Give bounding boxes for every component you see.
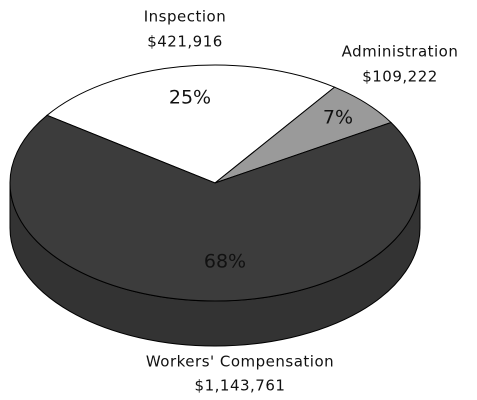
percent-label: 7% <box>323 107 353 129</box>
category-label: Workers' Compensation <box>146 353 334 371</box>
percent-label: 68% <box>204 251 246 273</box>
category-label: Inspection <box>144 8 226 26</box>
percent-label: 25% <box>169 87 211 109</box>
pie-slice <box>9 114 421 302</box>
value-label: $421,916 <box>147 33 223 51</box>
value-label: $109,222 <box>362 68 438 86</box>
category-label: Administration <box>342 43 459 61</box>
value-label: $1,143,761 <box>195 377 286 395</box>
pie-slice <box>46 64 336 184</box>
